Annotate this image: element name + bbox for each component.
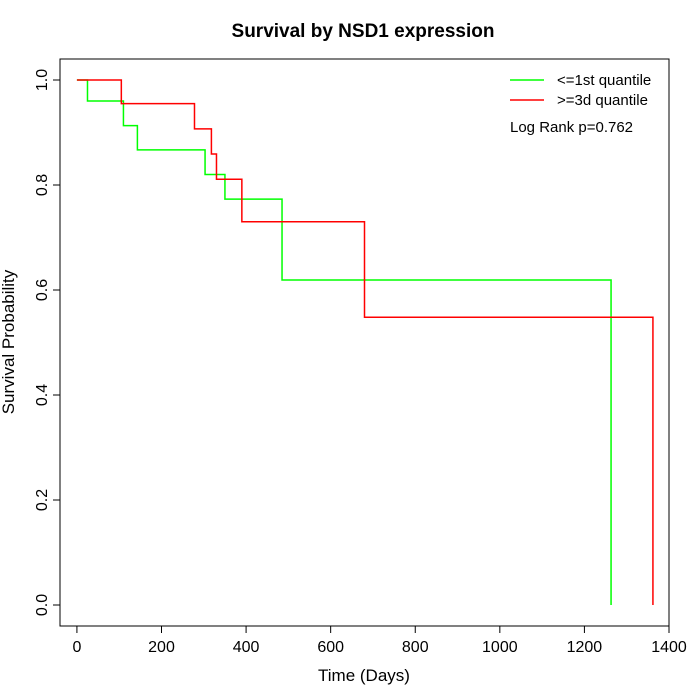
series-layer — [76, 79, 654, 605]
x-tick-label: 1400 — [651, 639, 687, 656]
x-tick-label: 1200 — [567, 639, 603, 656]
series-line-1 — [76, 79, 654, 605]
x-tick-label: 400 — [233, 639, 260, 656]
y-tick-label: 1.0 — [34, 69, 51, 91]
x-tick-label: 200 — [148, 639, 175, 656]
y-tick-label: 0.2 — [34, 489, 51, 511]
y-axis-label: Survival Probability — [0, 269, 18, 414]
y-axis: 0.0 0.2 0.4 0.6 0.8 1.0 — [34, 69, 61, 616]
chart-title: Survival by NSD1 expression — [232, 21, 495, 42]
plot-frame — [59, 58, 670, 627]
legend: <=1st quantile >=3d quantile — [510, 72, 651, 109]
x-axis: 0 200 400 600 800 1000 1200 1400 — [72, 625, 687, 656]
x-tick-label: 800 — [402, 639, 429, 656]
x-tick-label: 0 — [72, 639, 81, 656]
y-tick-label: 0.8 — [34, 174, 51, 196]
x-axis-label: Time (Days) — [318, 666, 410, 685]
y-tick-label: 0.6 — [34, 279, 51, 301]
legend-label: <=1st quantile — [557, 72, 651, 89]
log-rank-annotation: Log Rank p=0.762 — [510, 119, 633, 136]
series-line-0 — [76, 79, 612, 605]
x-tick-label: 600 — [317, 639, 344, 656]
y-tick-label: 0.4 — [34, 384, 51, 406]
y-tick-label: 0.0 — [34, 594, 51, 616]
legend-label: >=3d quantile — [557, 92, 648, 109]
x-tick-label: 1000 — [482, 639, 518, 656]
